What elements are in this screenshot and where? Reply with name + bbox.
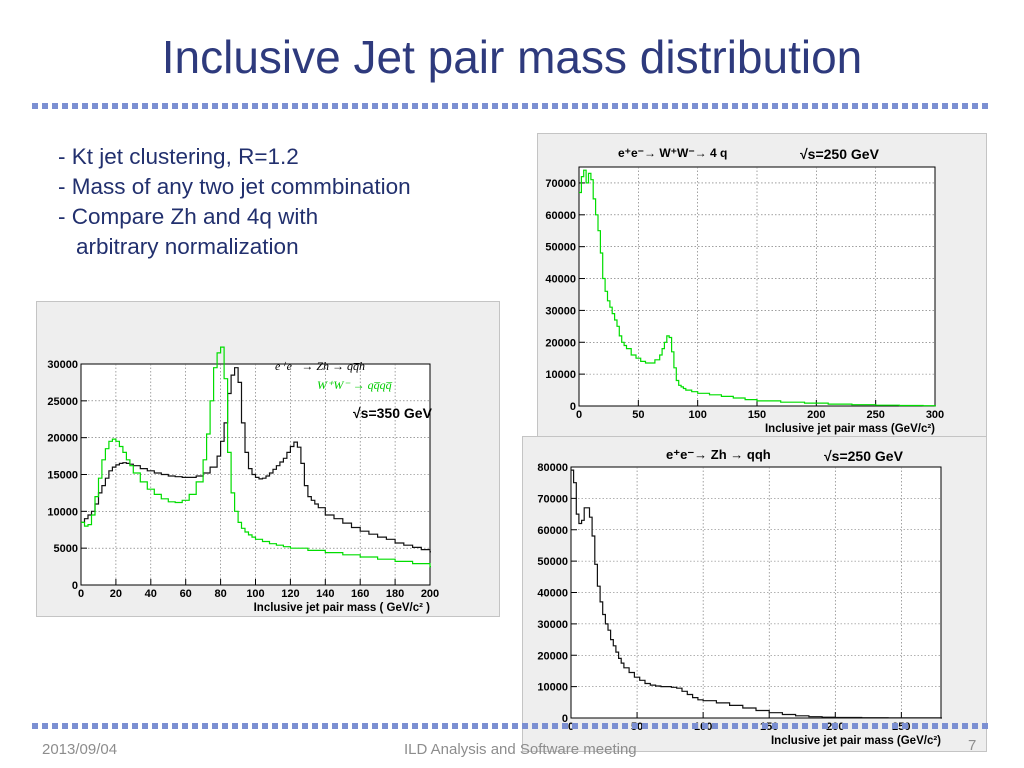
x-tick-label: 300 <box>926 409 944 421</box>
y-tick-label: 50000 <box>537 556 568 568</box>
y-tick-label: 5000 <box>54 543 78 555</box>
x-tick-label: 60 <box>180 588 192 600</box>
chart-annotation: √s=250 GeV <box>824 448 904 464</box>
footer-divider <box>32 723 990 729</box>
y-tick-label: 0 <box>72 580 78 592</box>
bullet-item: - Compare Zh and 4q with <box>58 204 319 229</box>
y-tick-label: 60000 <box>537 525 568 537</box>
chart-zh-ww-350: 0 20 40 60 80 100 120 140 160 180 200 0 5000 10000 150… <box>47 346 439 614</box>
chart-annotation: W⁺W⁻ → qq̅qq̅ <box>317 378 393 392</box>
y-tick-label: 25000 <box>47 396 78 408</box>
y-tick-label: 80000 <box>537 462 568 474</box>
chart-annotation: √s=250 GeV <box>800 146 880 162</box>
x-tick-label: 200 <box>807 409 825 421</box>
x-tick-label: 80 <box>214 588 226 600</box>
y-tick-label: 20000 <box>537 650 568 662</box>
x-axis-label: Inclusive jet pair mass ( GeV/c² ) <box>254 602 431 614</box>
bullet-item: - Mass of any two jet commbination <box>58 174 411 199</box>
y-tick-label: 10000 <box>545 369 576 381</box>
chart-ww-4q-250: 0 50 100 150 200 250 300 0 10000 20000 30000 40000 5… <box>545 146 944 435</box>
y-tick-label: 70000 <box>537 493 568 505</box>
x-tick-label: 120 <box>281 588 299 600</box>
x-tick-label: 180 <box>386 588 404 600</box>
y-tick-label: 20000 <box>47 433 78 445</box>
footer-page-number: 7 <box>968 737 977 754</box>
y-tick-label: 0 <box>562 713 568 725</box>
y-tick-label: 40000 <box>545 274 576 286</box>
title-divider <box>32 103 990 109</box>
chart-annotation: e⁺e⁻ → Zh → qq̅h <box>275 359 365 373</box>
series-line <box>81 346 431 568</box>
chart-panel-bottom-right: 0501001502002500100002000030000400005000… <box>522 436 987 752</box>
chart-panel-top-right: 0 50 100 150 200 250 300 0 10000 20000 30000 40000 5… <box>537 133 987 437</box>
y-tick-label: 0 <box>570 401 576 413</box>
y-tick-label: 30000 <box>47 359 78 371</box>
footer-event: ILD Analysis and Software meeting <box>404 741 637 758</box>
x-tick-label: 0 <box>576 409 582 421</box>
series-line <box>571 469 942 719</box>
x-tick-label: 140 <box>316 588 334 600</box>
y-tick-label: 10000 <box>47 506 78 518</box>
plot-area <box>570 466 942 719</box>
bullet-item: arbitrary normalization <box>76 234 299 259</box>
y-tick-label: 30000 <box>537 619 568 631</box>
y-tick-label: 10000 <box>537 682 568 694</box>
x-tick-label: 50 <box>632 409 644 421</box>
series-line <box>579 169 936 407</box>
series-line <box>81 367 431 553</box>
x-tick-label: 150 <box>748 409 766 421</box>
x-tick-label: 20 <box>110 588 122 600</box>
y-tick-label: 15000 <box>47 470 78 482</box>
x-tick-label: 100 <box>688 409 706 421</box>
x-tick-label: 40 <box>145 588 157 600</box>
chart-annotation: e⁺e⁻→ W⁺W⁻→ 4 q <box>618 146 727 160</box>
bullet-list: - Kt jet clustering, R=1.2 - Mass of any… <box>58 142 411 262</box>
chart-zh-qqh-250: 0501001502002500100002000030000400005000… <box>537 447 942 747</box>
y-tick-label: 50000 <box>545 242 576 254</box>
x-tick-label: 100 <box>246 588 264 600</box>
y-tick-label: 30000 <box>545 305 576 317</box>
x-axis-label: Inclusive jet pair mass (GeV/c²) <box>771 735 941 747</box>
footer-date: 2013/09/04 <box>42 741 118 758</box>
chart-annotation: √s=350 GeV <box>353 405 433 421</box>
y-tick-label: 40000 <box>537 588 568 600</box>
x-tick-label: 200 <box>421 588 439 600</box>
bullet-item: - Kt jet clustering, R=1.2 <box>58 144 299 169</box>
y-tick-label: 20000 <box>545 337 576 349</box>
y-tick-label: 60000 <box>545 210 576 222</box>
x-tick-label: 250 <box>866 409 884 421</box>
x-tick-label: 0 <box>78 588 84 600</box>
x-axis-label: Inclusive jet pair mass (GeV/c²) <box>765 423 935 435</box>
chart-panel-left: 0 20 40 60 80 100 120 140 160 180 200 0 5000 10000 150… <box>36 301 500 617</box>
slide-title: Inclusive Jet pair mass distribution <box>161 31 863 83</box>
chart-annotation: e⁺e⁻→ Zh → qqh <box>666 447 771 462</box>
y-tick-label: 70000 <box>545 178 576 190</box>
x-tick-label: 160 <box>351 588 369 600</box>
